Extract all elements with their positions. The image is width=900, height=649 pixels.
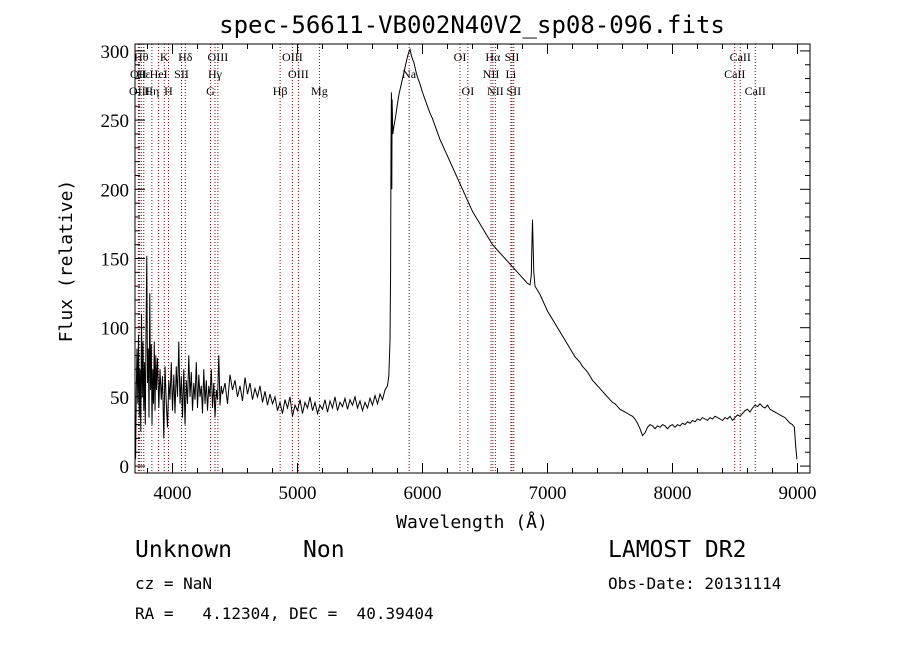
reference-line-label: Na [402, 67, 417, 81]
reference-line-label: Hη [144, 84, 159, 98]
reference-line-label: SII [505, 50, 520, 64]
reference-line-label: HeI [150, 67, 168, 81]
reference-line-label: CaII [724, 67, 745, 81]
reference-lines [137, 44, 756, 473]
reference-line-label: OIII [288, 67, 309, 81]
reference-line-label: OI [454, 50, 467, 64]
reference-line-label: OI [462, 84, 475, 98]
reference-line-label: OIII [282, 50, 303, 64]
y-axis-ticks: 0 50 100 150 200 250 300 [101, 42, 810, 478]
x-tick-label: 4000 [154, 483, 192, 504]
reference-line-label: G [206, 84, 215, 98]
y-tick-label: 0 [120, 457, 130, 478]
y-tick-label: 200 [101, 180, 130, 201]
reference-line-label: Hδ [178, 50, 193, 64]
y-tick-label: 150 [101, 250, 130, 271]
survey-label: LAMOST DR2 [608, 537, 747, 563]
x-axis-label: Wavelength (Å) [396, 511, 548, 533]
reference-line-label: Hθ [134, 50, 149, 64]
y-tick-label: 300 [101, 42, 130, 63]
reference-line-label: Mg [311, 84, 328, 98]
reference-line-label: CaII [730, 50, 751, 64]
spectrum-chart: spec-56611-VB002N40V2_sp08-096.fits OII O… [56, 11, 817, 533]
reference-line-label: Hε [137, 67, 151, 81]
plot-frame [134, 43, 811, 474]
y-axis-label: Flux (relative) [56, 180, 77, 343]
reference-line-label: H [164, 84, 173, 98]
reference-line-label: Li [506, 67, 517, 81]
x-tick-label: 6000 [404, 483, 442, 504]
reference-line-label: OIII [208, 50, 229, 64]
x-axis-ticks: 4000 5000 6000 7000 8000 9000 [147, 44, 817, 504]
x-tick-label: 9000 [779, 483, 817, 504]
reference-line-label: K [160, 50, 169, 64]
reference-line-label: CaII [745, 84, 766, 98]
reference-line-label: Hβ [273, 84, 288, 98]
redshift-label: cz = NaN [135, 574, 213, 593]
x-tick-label: 5000 [279, 483, 317, 504]
subclass-label: Non [303, 537, 345, 563]
coordinates-label: RA = 4.12304, DEC = 40.39404 [135, 604, 434, 623]
obs-date-label: Obs-Date: 20131114 [608, 574, 782, 593]
classification-label: Unknown [135, 537, 232, 563]
reference-line-label: NII [487, 84, 504, 98]
y-tick-label: 100 [101, 319, 130, 340]
reference-line-labels: OIIOIIIHθHεHηHeIKHSIIHδGHγOIIIHβOIIIOIII… [129, 50, 766, 98]
reference-line-label: OII [130, 67, 147, 81]
x-tick-label: 7000 [529, 483, 567, 504]
reference-line-label: Hγ [208, 67, 223, 81]
y-tick-label: 50 [110, 388, 129, 409]
x-tick-label: 8000 [654, 483, 692, 504]
reference-line-label: NII [483, 67, 500, 81]
spectrum-line [134, 47, 798, 460]
reference-line-label: SII [506, 84, 521, 98]
chart-title: spec-56611-VB002N40V2_sp08-096.fits [219, 11, 725, 39]
y-tick-label: 250 [101, 111, 130, 132]
reference-line-label: OIII [129, 84, 150, 98]
reference-line-label: Hα [485, 50, 501, 64]
reference-line-label: SII [174, 67, 189, 81]
